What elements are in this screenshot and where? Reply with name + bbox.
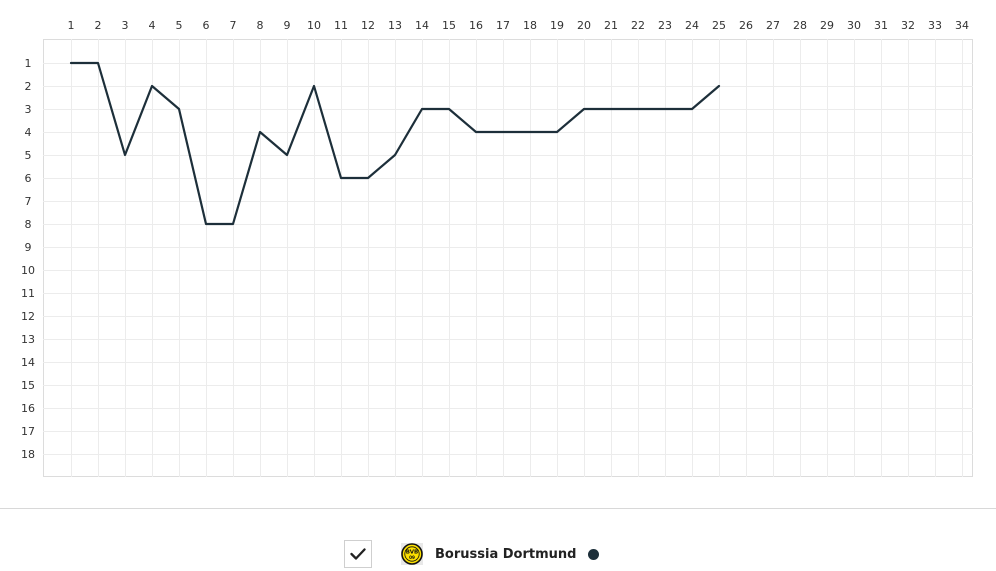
x-tick-label: 1 — [68, 19, 75, 32]
x-tick-label: 17 — [496, 19, 510, 32]
x-tick-label: 32 — [901, 19, 915, 32]
y-tick-label: 10 — [21, 264, 35, 277]
x-tick-label: 34 — [955, 19, 969, 32]
y-tick-label: 14 — [21, 356, 35, 369]
y-tick-label: 5 — [25, 149, 32, 162]
x-tick-label: 24 — [685, 19, 699, 32]
y-tick-label: 2 — [25, 80, 32, 93]
y-tick-label: 1 — [25, 57, 32, 70]
plot-area — [43, 39, 973, 477]
bvb-logo-icon: BVB 09 — [401, 543, 423, 565]
x-tick-label: 26 — [739, 19, 753, 32]
x-tick-label: 18 — [523, 19, 537, 32]
svg-text:09: 09 — [409, 555, 415, 560]
x-tick-label: 13 — [388, 19, 402, 32]
checkmark-icon — [350, 548, 366, 560]
legend-divider — [0, 508, 996, 509]
y-tick-label: 13 — [21, 333, 35, 346]
x-tick-label: 19 — [550, 19, 564, 32]
y-tick-label: 15 — [21, 379, 35, 392]
y-tick-label: 3 — [25, 103, 32, 116]
x-tick-label: 27 — [766, 19, 780, 32]
x-tick-label: 9 — [284, 19, 291, 32]
y-tick-label: 6 — [25, 172, 32, 185]
x-tick-label: 6 — [203, 19, 210, 32]
x-tick-label: 23 — [658, 19, 672, 32]
x-tick-label: 11 — [334, 19, 348, 32]
legend: BVB 09 Borussia Dortmund — [344, 539, 600, 569]
chart-grid — [43, 39, 973, 477]
x-tick-label: 30 — [847, 19, 861, 32]
x-tick-label: 14 — [415, 19, 429, 32]
x-tick-label: 21 — [604, 19, 618, 32]
x-tick-label: 2 — [95, 19, 102, 32]
x-tick-label: 8 — [257, 19, 264, 32]
y-tick-label: 8 — [25, 218, 32, 231]
y-tick-label: 9 — [25, 241, 32, 254]
x-tick-label: 12 — [361, 19, 375, 32]
legend-color-dot — [588, 548, 600, 560]
x-tick-label: 4 — [149, 19, 156, 32]
y-tick-label: 18 — [21, 448, 35, 461]
y-tick-label: 17 — [21, 425, 35, 438]
position-chart: 1 2 3 4 5 6 7 8 9 10 11 12 13 14 15 16 17 18 19 20 21 22 23 24 2… — [21, 19, 973, 477]
x-tick-label: 10 — [307, 19, 321, 32]
x-axis-ticks: 1 2 3 4 5 6 7 8 9 10 11 12 13 14 15 16 17 18 19 20 21 22 23 24 2… — [68, 19, 970, 32]
chart-series — [69, 61, 721, 226]
x-tick-label: 22 — [631, 19, 645, 32]
x-tick-label: 5 — [176, 19, 183, 32]
x-tick-label: 25 — [712, 19, 726, 32]
x-tick-label: 29 — [820, 19, 834, 32]
x-tick-label: 7 — [230, 19, 237, 32]
svg-text:BVB: BVB — [406, 550, 418, 556]
x-tick-label: 28 — [793, 19, 807, 32]
x-tick-label: 31 — [874, 19, 888, 32]
x-tick-label: 20 — [577, 19, 591, 32]
x-tick-label: 33 — [928, 19, 942, 32]
y-tick-label: 4 — [25, 126, 32, 139]
x-tick-label: 15 — [442, 19, 456, 32]
legend-team-name: Borussia Dortmund — [435, 546, 577, 562]
series-toggle-checkbox[interactable] — [344, 540, 372, 568]
y-tick-label: 11 — [21, 287, 35, 300]
y-tick-label: 12 — [21, 310, 35, 323]
y-tick-label: 7 — [25, 195, 32, 208]
x-tick-label: 16 — [469, 19, 483, 32]
y-tick-label: 16 — [21, 402, 35, 415]
series-line-borussia-dortmund — [69, 61, 721, 226]
x-tick-label: 3 — [122, 19, 129, 32]
